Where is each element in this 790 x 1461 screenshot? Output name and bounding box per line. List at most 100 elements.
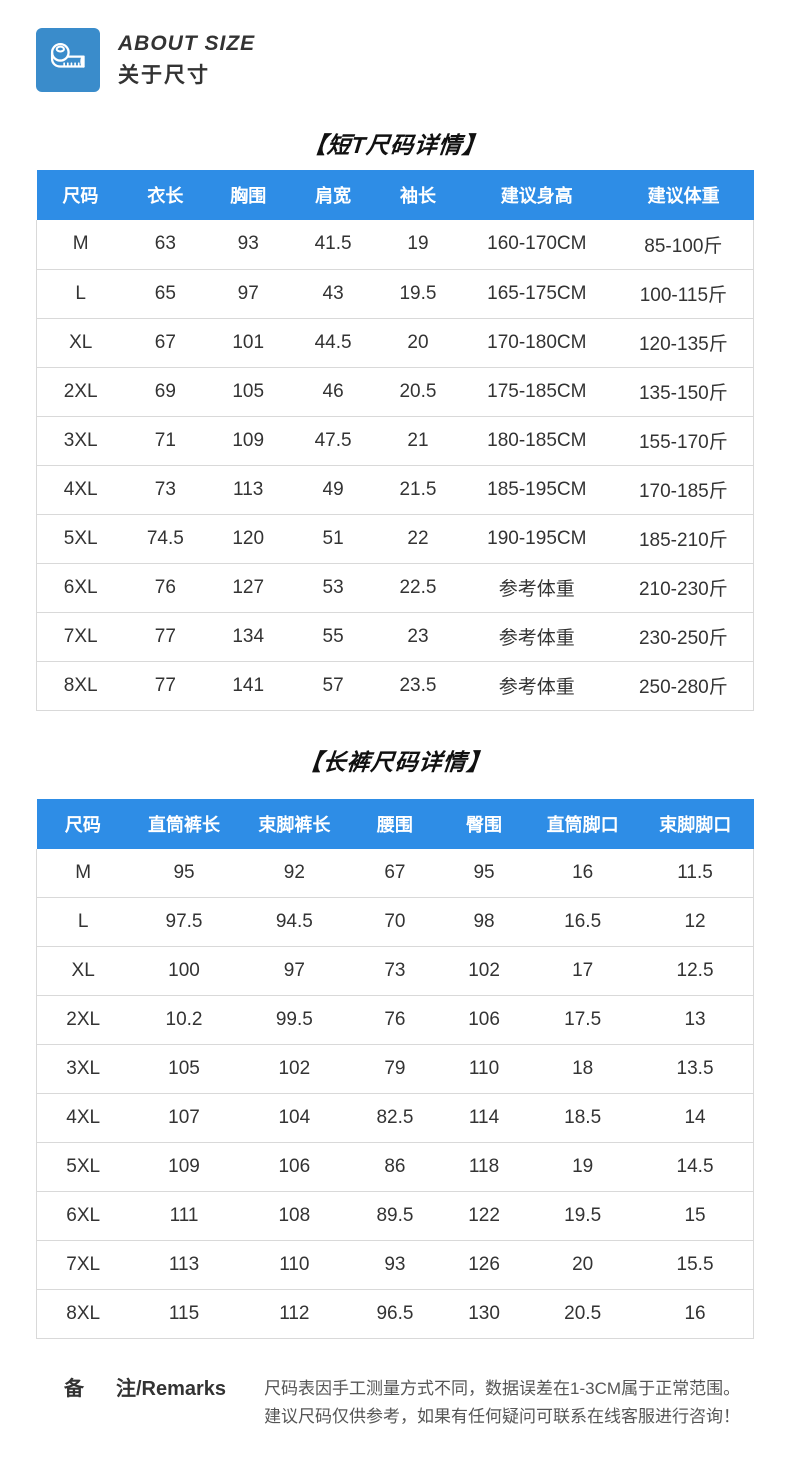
table-cell: 16 [637, 1289, 755, 1339]
column-header: 直筒脚口 [528, 798, 638, 849]
table-cell: 6XL [36, 563, 125, 613]
table-cell: 122 [439, 1191, 529, 1241]
table-cell: 134 [206, 612, 291, 662]
tshirt-size-section: 【短T尺码详情】 尺码 衣长 胸围 肩宽 袖长 建议身高 建议体重 M 63 93 41.5 19 16… [0, 126, 790, 711]
table-cell: 69 [124, 367, 207, 417]
remarks-label: 备 注/Remarks [64, 1375, 226, 1403]
table-cell: 7XL [36, 1240, 130, 1290]
table-cell: 23.5 [376, 661, 460, 711]
column-header: 肩宽 [290, 170, 377, 220]
table-header-row: 尺码 衣长 胸围 肩宽 袖长 建议身高 建议体重 [36, 170, 754, 220]
table-cell: 115 [129, 1289, 239, 1339]
table-cell: 100-115斤 [613, 269, 754, 319]
table-cell: 141 [206, 661, 291, 711]
table-cell: 73 [350, 946, 440, 996]
table-row: 5XL 74.5 120 51 22 190-195CM 185-210斤 [36, 514, 754, 564]
table-cell: 13.5 [637, 1044, 755, 1094]
table-cell: 4XL [36, 465, 125, 515]
table-cell: 4XL [36, 1093, 130, 1143]
table-cell: 19 [376, 220, 460, 270]
table-cell: 109 [206, 416, 291, 466]
table-cell: 8XL [36, 661, 125, 711]
table-row: 4XL 73 113 49 21.5 185-195CM 170-185斤 [36, 465, 754, 515]
table-cell: 17.5 [528, 995, 638, 1045]
table-cell: 102 [439, 946, 529, 996]
table-cell: 12.5 [637, 946, 755, 996]
column-header: 胸围 [206, 170, 291, 220]
table-cell: 127 [206, 563, 291, 613]
section-title-pants: 【长裤尺码详情】 [297, 748, 493, 775]
column-header: 束脚脚口 [637, 798, 754, 849]
table-cell: M [36, 848, 130, 898]
column-header: 直筒裤长 [129, 798, 239, 849]
table-cell: 190-195CM [459, 514, 614, 564]
tshirt-size-table: 尺码 衣长 胸围 肩宽 袖长 建议身高 建议体重 M 63 93 41.5 19 160-170CM 85… [36, 170, 754, 711]
table-cell: M [36, 220, 125, 270]
column-header: 束脚裤长 [238, 798, 351, 849]
table-cell: 63 [124, 220, 207, 270]
brand-title-en: ABOUT SIZE [118, 31, 256, 55]
table-cell: 106 [439, 995, 529, 1045]
table-cell: 99.5 [238, 995, 351, 1045]
table-row: 4XL 107 104 82.5 114 18.5 14 [36, 1093, 755, 1143]
table-cell: 49 [290, 465, 377, 515]
remarks-line-1: 尺码表因手工测量方式不同，数据误差在1-3CM属于正常范围。 [264, 1379, 741, 1398]
table-cell: 101 [206, 318, 291, 368]
pants-size-section: 【长裤尺码详情】 尺码 直筒裤长 束脚裤长 腰围 臀围 直筒脚口 束脚脚口 M 95 92 67 95… [0, 743, 790, 1339]
table-row: 3XL 105 102 79 110 18 13.5 [36, 1044, 755, 1094]
table-row: 3XL 71 109 47.5 21 180-185CM 155-170斤 [36, 416, 754, 466]
table-cell: 105 [206, 367, 291, 417]
table-cell: 113 [129, 1240, 239, 1290]
column-header: 尺码 [36, 798, 130, 849]
table-row: L 65 97 43 19.5 165-175CM 100-115斤 [36, 269, 754, 319]
table-cell: 21 [376, 416, 460, 466]
table-cell: 97 [206, 269, 291, 319]
table-cell: 3XL [36, 416, 125, 466]
table-cell: 97 [238, 946, 351, 996]
table-cell: 95 [439, 848, 529, 898]
table-cell: 14 [637, 1093, 755, 1143]
table-cell: 82.5 [350, 1093, 440, 1143]
column-header: 袖长 [376, 170, 460, 220]
column-header: 腰围 [350, 798, 440, 849]
table-cell: 112 [238, 1289, 351, 1339]
table-cell: 53 [290, 563, 377, 613]
table-cell: 104 [238, 1093, 351, 1143]
table-cell: 65 [124, 269, 207, 319]
brand-title-zh: 关于尺寸 [118, 63, 210, 87]
table-cell: 55 [290, 612, 377, 662]
table-header-row: 尺码 直筒裤长 束脚裤长 腰围 臀围 直筒脚口 束脚脚口 [36, 798, 754, 849]
table-row: 6XL 111 108 89.5 122 19.5 15 [36, 1191, 755, 1241]
table-cell: 8XL [36, 1289, 130, 1339]
table-cell: 18.5 [528, 1093, 638, 1143]
table-cell: 93 [206, 220, 291, 270]
table-cell: 18 [528, 1044, 638, 1094]
table-cell: 160-170CM [459, 220, 614, 270]
table-cell: 43 [290, 269, 377, 319]
table-cell: 73 [124, 465, 207, 515]
table-cell: 6XL [36, 1191, 130, 1241]
table-row: 6XL 76 127 53 22.5 参考体重 210-230斤 [36, 563, 754, 613]
table-row: 5XL 109 106 86 118 19 14.5 [36, 1142, 755, 1192]
table-cell: 22.5 [376, 563, 460, 613]
table-cell: 15.5 [637, 1240, 755, 1290]
remarks-text: 尺码表因手工测量方式不同，数据误差在1-3CM属于正常范围。 建议尺码仅供参考，… [264, 1375, 740, 1431]
table-cell: 10.2 [129, 995, 239, 1045]
table-cell: L [36, 897, 130, 947]
table-cell: 96.5 [350, 1289, 440, 1339]
table-cell: 76 [124, 563, 207, 613]
table-cell: 97.5 [129, 897, 239, 947]
table-cell: XL [36, 946, 130, 996]
table-row: XL 100 97 73 102 17 12.5 [36, 946, 755, 996]
table-cell: 74.5 [124, 514, 207, 564]
table-row: L 97.5 94.5 70 98 16.5 12 [36, 897, 755, 947]
table-cell: 23 [376, 612, 460, 662]
table-cell: 44.5 [290, 318, 377, 368]
section-title-tshirt: 【短T尺码详情】 [301, 132, 488, 158]
table-cell: 120 [206, 514, 291, 564]
table-cell: 170-185斤 [613, 465, 754, 515]
table-cell: 98 [439, 897, 529, 947]
table-cell: 46 [290, 367, 377, 417]
column-header: 臀围 [439, 798, 529, 849]
table-cell: 77 [124, 661, 207, 711]
